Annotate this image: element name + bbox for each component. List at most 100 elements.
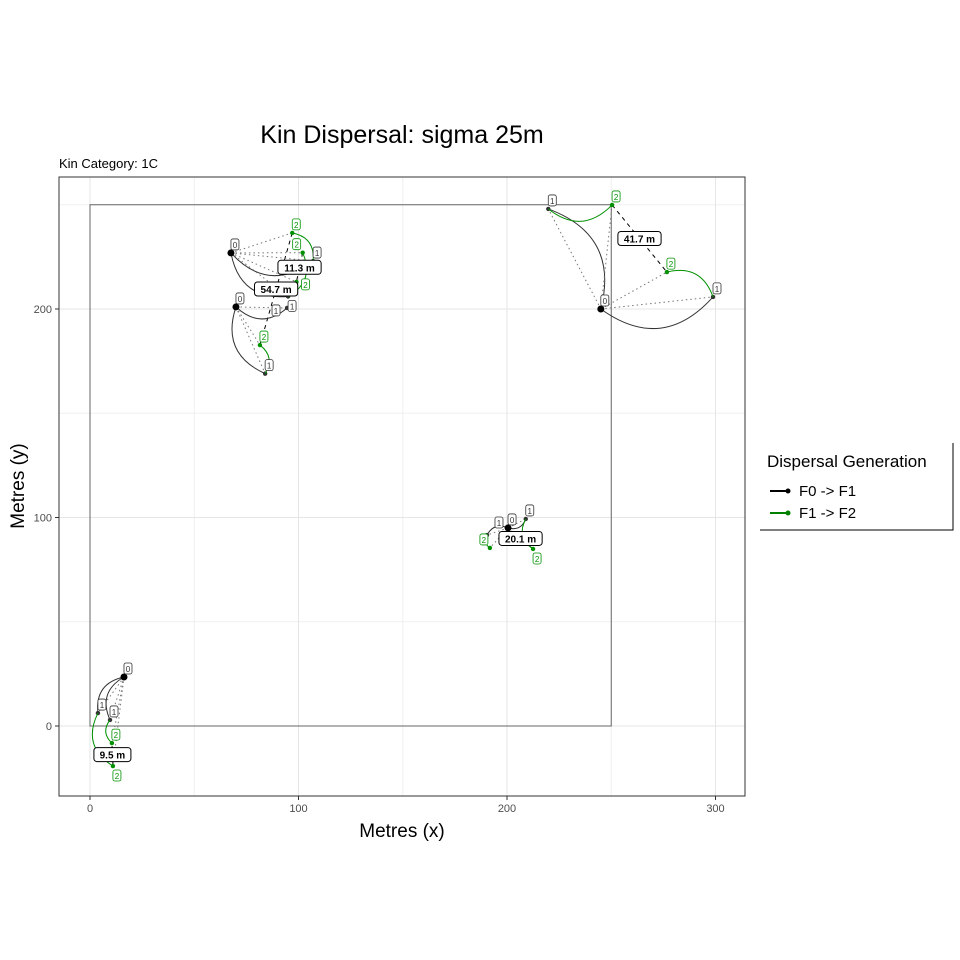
f0-label-box xyxy=(235,292,245,305)
kin-distance-label: 20.1 m xyxy=(505,534,536,545)
f0-label-box xyxy=(507,513,517,526)
f1-label: 1 xyxy=(100,701,105,710)
f2-label-box xyxy=(292,238,302,251)
parent-point xyxy=(232,303,240,311)
f1-label-box xyxy=(494,516,504,529)
f1-label-box xyxy=(547,194,557,207)
grid xyxy=(59,177,745,796)
legend-key-f0f1-head xyxy=(785,488,791,494)
y-tick-label: 200 xyxy=(34,304,52,316)
parent-point xyxy=(504,524,512,532)
f1-f2-dispersal-arrow-head xyxy=(609,202,615,208)
parent-point xyxy=(597,305,605,313)
dotted-link xyxy=(112,676,125,767)
f0-label: 0 xyxy=(510,516,515,525)
dotted-link xyxy=(507,518,526,529)
legend: Dispersal Generation F0 -> F1 F1 -> F2 xyxy=(760,443,954,531)
f2-label: 2 xyxy=(303,281,308,290)
kin-pair-line xyxy=(295,252,304,282)
kin-distance-label: 11.3 m xyxy=(284,263,315,274)
f0-f1-dispersal-arrow xyxy=(548,208,606,310)
f2-label-box xyxy=(291,218,301,231)
f1-f2-dispersal-arrow xyxy=(666,269,714,298)
f0-f1-dispersal-arrow xyxy=(231,306,266,375)
f2-label-box xyxy=(532,552,542,565)
f0-label-box xyxy=(123,662,133,675)
f1-label: 1 xyxy=(267,362,272,371)
kin-distance-label-box xyxy=(498,530,543,546)
x-axis-label: Metres (x) xyxy=(359,821,445,842)
chart-subtitle: Kin Category: 1C xyxy=(59,156,158,171)
study-area-boundary xyxy=(89,204,612,727)
dotted-link xyxy=(230,232,293,254)
dotted-link xyxy=(600,204,613,310)
f1-f2-dispersal-arrow-head xyxy=(290,230,295,236)
f1-f2-dispersal-arrow xyxy=(91,712,114,767)
dotted-link xyxy=(230,252,297,283)
parent-point xyxy=(227,249,235,257)
y-tick-label: 0 xyxy=(46,721,52,733)
f0-f1-dispersal-arrow xyxy=(105,676,125,721)
f1-label-box xyxy=(312,246,322,259)
f0-label: 0 xyxy=(238,295,243,304)
x-tick-label: 300 xyxy=(706,803,724,815)
f1-label: 1 xyxy=(290,302,295,311)
f1-f2-dispersal-arrow-head xyxy=(664,269,670,275)
y-tick-label: 100 xyxy=(34,513,52,525)
f2-label: 2 xyxy=(114,731,119,740)
legend-label-f0f1: F0 -> F1 xyxy=(799,483,856,500)
f2-label: 2 xyxy=(669,260,674,269)
dotted-link xyxy=(109,676,125,721)
y-axis-label: Metres (y) xyxy=(8,443,29,529)
f1-label-box xyxy=(264,359,274,372)
marks xyxy=(89,202,716,769)
dotted-link xyxy=(235,306,261,346)
kin-distance-label-box xyxy=(617,231,662,247)
f1-label-box xyxy=(287,300,297,312)
kin-distance-label: 9.5 m xyxy=(100,751,126,762)
f0-label: 0 xyxy=(233,241,238,250)
f2-label: 2 xyxy=(262,333,267,342)
f1-f2-dispersal-arrow-head xyxy=(109,740,115,746)
f0-label-box xyxy=(600,294,610,307)
f1-label: 1 xyxy=(112,708,117,717)
f0-label-box xyxy=(230,238,240,251)
f2-label-box xyxy=(112,769,122,782)
f2-label: 2 xyxy=(115,772,120,781)
dotted-link xyxy=(547,208,602,310)
kin-distance-label: 54.7 m xyxy=(261,285,292,296)
f1-label: 1 xyxy=(497,519,502,528)
legend-title: Dispersal Generation xyxy=(767,452,927,471)
plot-panel-border xyxy=(58,176,746,797)
f0-label: 0 xyxy=(603,297,608,306)
f1-f2-dispersal-arrow-head xyxy=(487,545,493,551)
f0-f1-dispersal-arrow xyxy=(600,296,714,329)
kin-distance-label-box xyxy=(93,747,132,763)
f1-label-box xyxy=(712,282,722,295)
dotted-link xyxy=(230,252,314,262)
parent-point xyxy=(120,673,128,681)
f0-f1-dispersal-arrow xyxy=(230,252,289,298)
f1-f2-dispersal-arrow-head xyxy=(257,342,263,348)
f0-label: 0 xyxy=(126,665,131,674)
x-tick-label: 100 xyxy=(289,803,307,815)
f1-f2-dispersal-arrow xyxy=(105,719,113,744)
f0-f1-dispersal-arrow-head xyxy=(95,710,101,716)
f1-label: 1 xyxy=(315,249,320,258)
f2-label-box xyxy=(111,728,121,741)
f0-f1-dispersal-arrow xyxy=(235,306,288,320)
legend-key-f1f2-head xyxy=(785,510,791,516)
f2-label: 2 xyxy=(482,536,487,545)
x-tick-label: 200 xyxy=(498,803,516,815)
f2-label: 2 xyxy=(614,193,619,202)
kin-distance-label-box xyxy=(277,259,322,275)
x-tick-label: 0 xyxy=(87,803,93,815)
legend-label-f1f2: F1 -> F2 xyxy=(799,505,856,522)
f2-label-box xyxy=(259,330,269,343)
dotted-link xyxy=(600,271,668,310)
f1-label: 1 xyxy=(715,285,720,294)
f1-label-box xyxy=(109,705,119,718)
f1-label: 1 xyxy=(550,197,555,206)
f2-label: 2 xyxy=(294,241,299,250)
